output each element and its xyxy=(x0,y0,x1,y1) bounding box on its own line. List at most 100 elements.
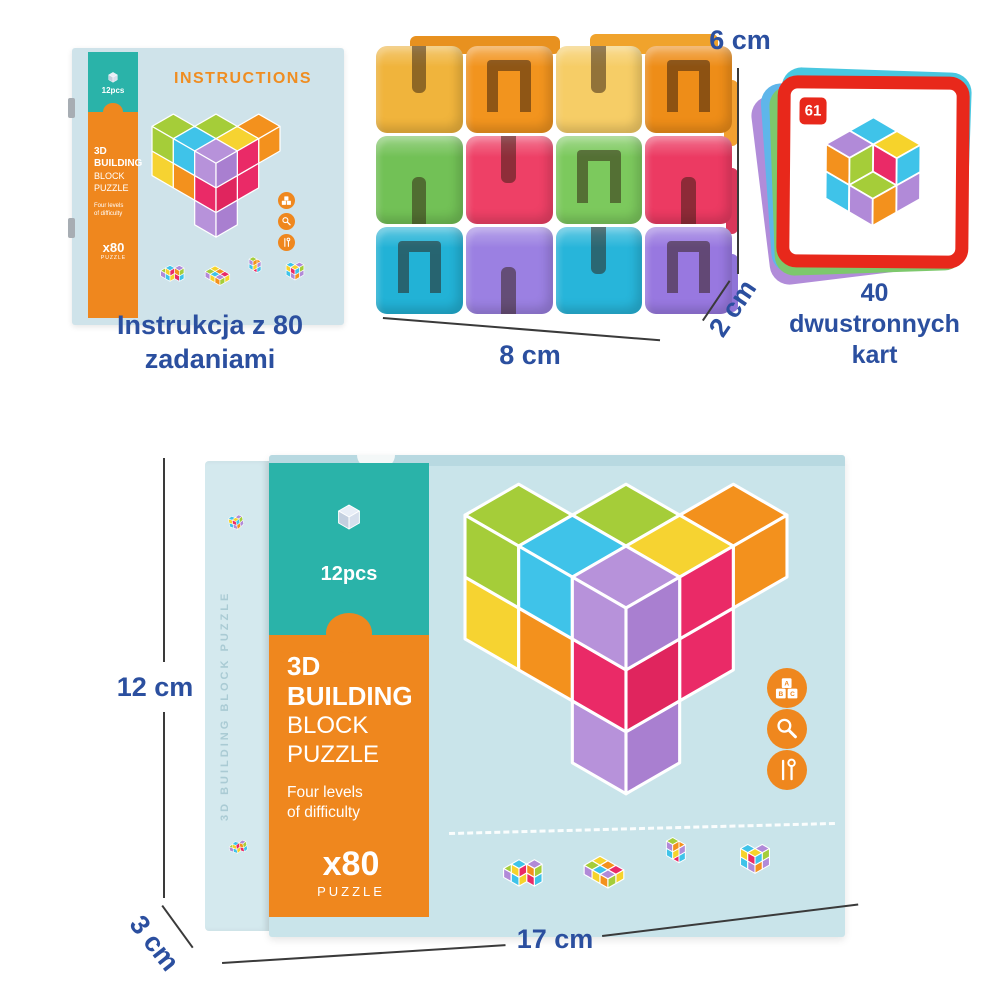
box-title-line: BUILDING xyxy=(287,681,413,711)
cube-slot xyxy=(680,176,696,224)
cards-caption-line1: 40 xyxy=(860,279,889,307)
cube-slot xyxy=(591,226,606,274)
box-height-line-top xyxy=(163,458,165,662)
box-lid-edge xyxy=(269,455,845,466)
puzzle-cube xyxy=(465,136,553,224)
cube-slot xyxy=(666,240,711,294)
box-subtitle-line: of difficulty xyxy=(287,804,360,821)
cube-slot xyxy=(397,240,442,294)
side-mini-figure xyxy=(228,514,244,530)
blocks-height-label: 6 cm xyxy=(709,25,771,55)
cube-slot xyxy=(577,150,621,203)
cube-icon xyxy=(108,72,118,83)
cube-icon xyxy=(338,504,360,530)
puzzle-cube xyxy=(555,136,643,224)
cube-slot xyxy=(591,46,606,94)
box-teal-band: 12pcs xyxy=(269,463,429,635)
puzzle-knob-stem xyxy=(107,109,119,117)
puzzle-cube xyxy=(555,46,643,134)
box-title-line: 3D xyxy=(287,651,321,681)
card-block-figure xyxy=(824,116,922,227)
blocks-width-label: 8 cm xyxy=(499,340,561,370)
cards-caption-line3: kart xyxy=(851,341,898,369)
cards-caption-line2: dwustronnych xyxy=(789,310,960,338)
difficulty-shape-3 xyxy=(665,837,686,864)
box-orange-panel: 3D BUILDING BLOCK PUZZLE Four levels of … xyxy=(269,613,429,917)
booklet-count-sub: PUZZLE xyxy=(100,255,127,261)
box-width-label: 17 cm xyxy=(516,924,594,954)
box-side-text: 3D BUILDING BLOCK PUZZLE xyxy=(219,590,231,821)
magnifier-icon xyxy=(278,213,295,230)
puzzle-cube xyxy=(645,46,732,134)
magnifier-icon xyxy=(767,709,807,749)
box-depth-label: 3 cm xyxy=(123,909,186,977)
blocks-height-line xyxy=(737,68,739,274)
puzzle-cube xyxy=(465,226,553,314)
cube-slot xyxy=(501,266,517,314)
puzzle-cube xyxy=(376,136,463,224)
puzzle-cube xyxy=(555,226,643,314)
booklet-count-label: x80 xyxy=(102,240,125,255)
product-box: 3D BUILDING BLOCK PUZZLE 12pcs 3D BUILDI… xyxy=(205,455,845,937)
staple xyxy=(68,98,75,118)
box-pcs-label: 12pcs xyxy=(320,563,378,585)
difficulty-shape-3 xyxy=(248,256,262,273)
cards-caption: 40 dwustronnych kart xyxy=(762,278,987,371)
svg-text:B: B xyxy=(778,691,783,698)
puzzle-cube xyxy=(645,226,732,314)
booklet-spine-line: 3D xyxy=(94,146,107,157)
svg-text:C: C xyxy=(790,691,795,698)
booklet-pcs-label: 12pcs xyxy=(101,85,125,95)
box-width-line-left xyxy=(222,944,506,964)
difficulty-shape-1 xyxy=(503,859,543,887)
booklet-spine-line: of difficulty xyxy=(94,211,123,217)
box-count-label: x80 xyxy=(322,845,380,883)
cube-slot xyxy=(411,46,427,94)
difficulty-shape-4 xyxy=(740,843,770,874)
booklet-caption: Instrukcja z 80 zadaniami xyxy=(40,308,380,376)
box-front-panel: 12pcs 3D BUILDING BLOCK PUZZLE Four leve… xyxy=(269,455,845,937)
box-count-sub: PUZZLE xyxy=(317,884,385,899)
booklet-block-figure xyxy=(151,113,281,238)
svg-text:A: A xyxy=(784,680,789,687)
puzzle-cube xyxy=(376,46,463,134)
cube-slot xyxy=(666,59,711,113)
staple xyxy=(68,218,75,238)
tools-icon xyxy=(278,234,295,251)
cube-slot xyxy=(501,136,517,184)
booklet-caption-line2: zadaniami xyxy=(144,344,276,374)
booklet-spine-panel: 3D BUILDING BLOCK PUZZLE Four levels of … xyxy=(88,103,143,318)
booklet-caption-line1: Instrukcja z 80 xyxy=(116,310,304,340)
booklet-spine-line: PUZZLE xyxy=(94,183,129,193)
puzzle-knob-stem xyxy=(336,627,362,643)
card-front: 61 xyxy=(776,75,970,269)
instruction-booklet: 12pcs 3D BUILDING BLOCK PUZZLE Four leve… xyxy=(68,48,344,325)
blocks-grid xyxy=(376,46,732,314)
booklet-spine-line: Four levels xyxy=(94,203,124,209)
puzzle-cube xyxy=(376,226,463,314)
abc-blocks-icon xyxy=(278,192,295,209)
difficulty-shape-2 xyxy=(583,855,625,889)
box-title-line: PUZZLE xyxy=(287,741,380,768)
cube-slot xyxy=(411,176,427,224)
puzzle-cube xyxy=(645,136,732,224)
difficulty-shape-4 xyxy=(285,261,305,281)
booklet-teal-band: 12pcs xyxy=(88,52,138,112)
box-block-figure xyxy=(463,482,789,796)
booklet-cover-title: INSTRUCTIONS xyxy=(174,70,312,87)
box-height-line-bottom xyxy=(163,712,165,898)
tools-icon xyxy=(767,750,807,790)
blocks-width-line xyxy=(382,317,661,342)
side-mini-figure xyxy=(228,839,248,854)
booklet-spine-line: BLOCK xyxy=(94,171,125,181)
puzzle-cube xyxy=(465,46,553,134)
booklet-spine-line: BUILDING xyxy=(94,158,143,169)
wooden-blocks-photo xyxy=(376,34,738,314)
difficulty-shape-2 xyxy=(204,265,231,286)
card-number-badge: 61 xyxy=(799,97,827,125)
box-title-line: BLOCK xyxy=(287,712,369,739)
cube-slot xyxy=(487,59,531,113)
difficulty-shape-1 xyxy=(160,264,185,282)
